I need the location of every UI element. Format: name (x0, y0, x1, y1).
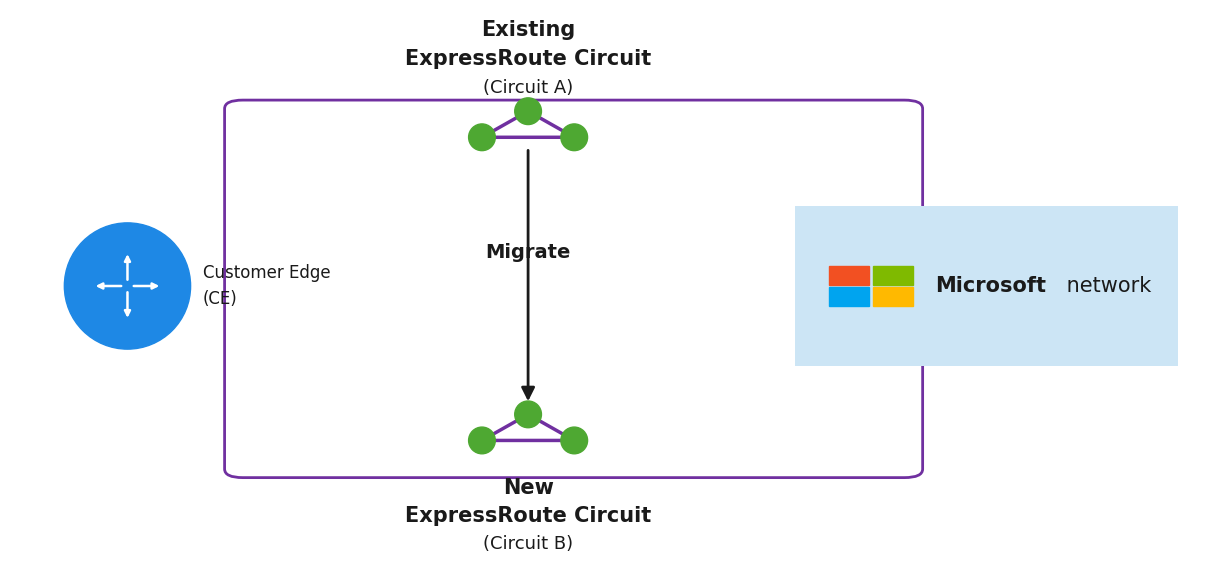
Text: Microsoft: Microsoft (935, 276, 1045, 296)
Text: Migrate: Migrate (486, 244, 571, 263)
Ellipse shape (515, 401, 541, 428)
Bar (873, 287, 913, 306)
Bar (829, 267, 869, 285)
Text: (CE): (CE) (203, 289, 238, 308)
Ellipse shape (515, 98, 541, 125)
Text: New: New (503, 478, 554, 498)
Text: (Circuit A): (Circuit A) (483, 80, 573, 97)
Ellipse shape (561, 427, 588, 454)
Text: ExpressRoute Circuit: ExpressRoute Circuit (405, 49, 651, 69)
Ellipse shape (561, 124, 588, 150)
Bar (829, 287, 869, 306)
Text: Existing: Existing (481, 20, 575, 40)
Text: network: network (1060, 276, 1151, 296)
Ellipse shape (469, 124, 495, 150)
Text: Customer Edge: Customer Edge (203, 264, 330, 283)
FancyBboxPatch shape (795, 206, 1178, 366)
Ellipse shape (64, 223, 191, 349)
Bar (873, 267, 913, 285)
Text: (Circuit B): (Circuit B) (483, 535, 573, 553)
Ellipse shape (469, 427, 495, 454)
Text: ExpressRoute Circuit: ExpressRoute Circuit (405, 506, 651, 526)
